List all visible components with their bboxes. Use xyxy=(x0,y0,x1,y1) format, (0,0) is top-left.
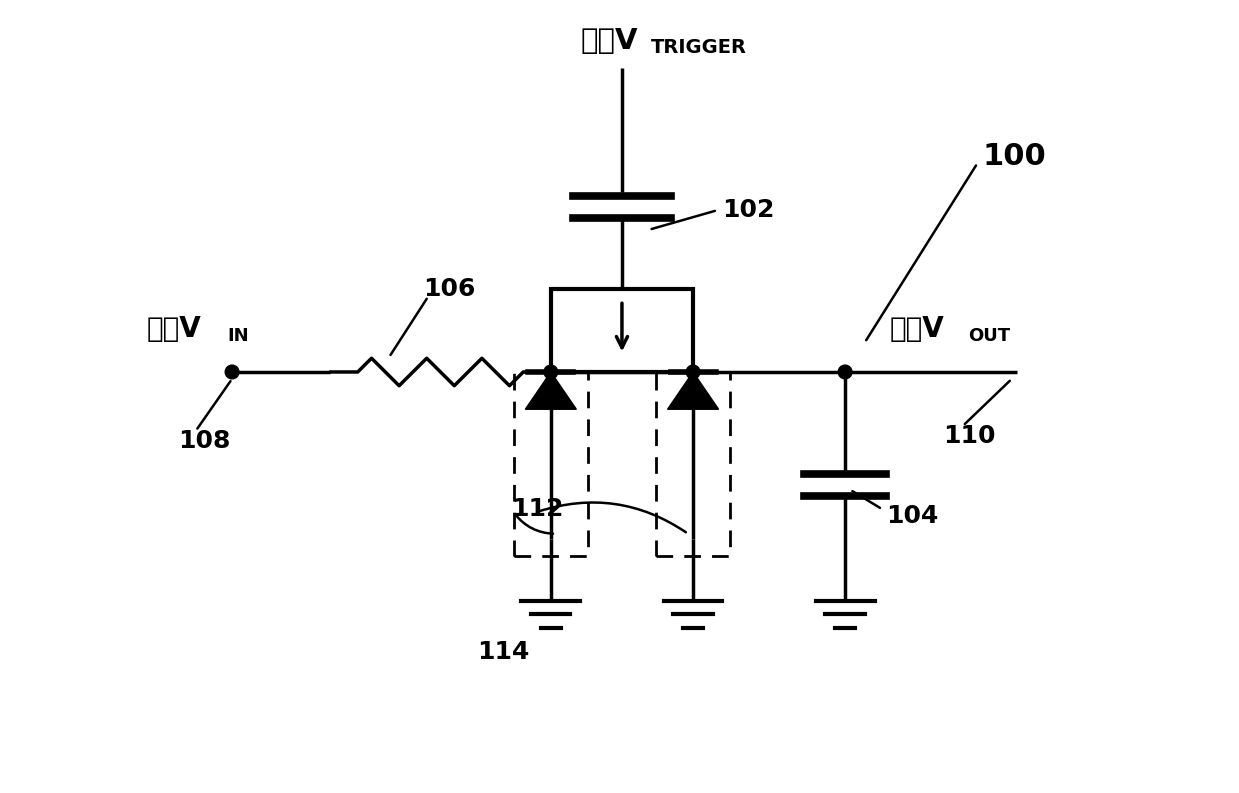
Text: 102: 102 xyxy=(722,198,774,222)
Polygon shape xyxy=(525,372,576,409)
Text: IN: IN xyxy=(227,327,249,344)
Text: 触发V: 触发V xyxy=(580,27,638,56)
Text: 112: 112 xyxy=(512,497,564,521)
Text: 106: 106 xyxy=(424,277,476,301)
Text: 110: 110 xyxy=(943,423,996,448)
Circle shape xyxy=(225,365,239,379)
Text: OUT: OUT xyxy=(968,327,1010,344)
Circle shape xyxy=(544,365,558,379)
Text: 114: 114 xyxy=(477,639,529,664)
Text: 输入V: 输入V xyxy=(146,315,202,343)
Text: 104: 104 xyxy=(886,504,939,528)
Text: 108: 108 xyxy=(178,429,230,453)
Text: TRIGGER: TRIGGER xyxy=(650,38,747,57)
Text: 100: 100 xyxy=(983,142,1046,170)
Circle shape xyxy=(839,365,852,379)
Polygon shape xyxy=(668,372,719,409)
Text: 输出V: 输出V xyxy=(890,315,944,343)
Circle shape xyxy=(686,365,700,379)
